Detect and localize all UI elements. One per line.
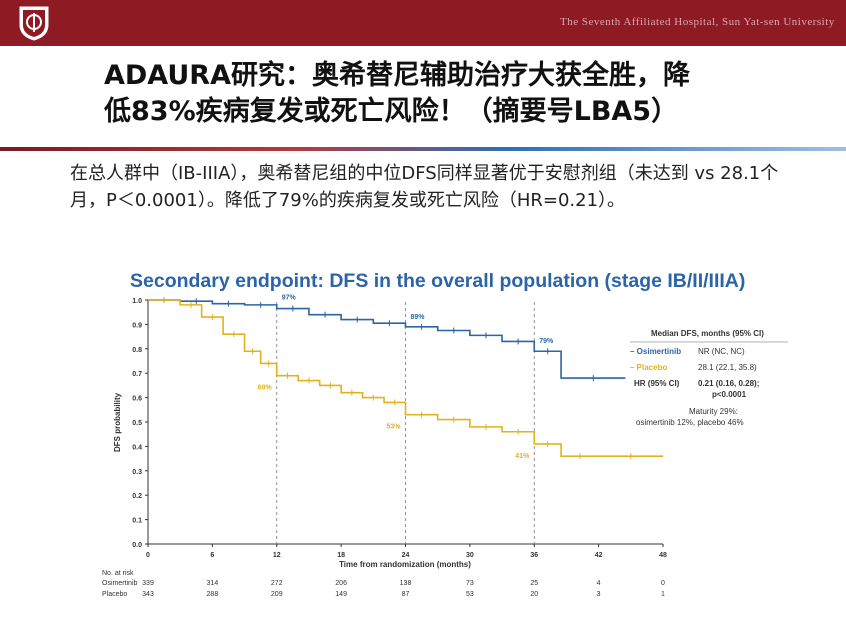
at-risk-label: No. at risk: [102, 570, 134, 577]
x-tick-label: 30: [466, 552, 474, 559]
x-axis-label: Time from randomization (months): [339, 560, 471, 569]
header-bar: The Seventh Affiliated Hospital, Sun Yat…: [0, 0, 846, 46]
at-risk-osimertinib-name: Osimertinib: [102, 580, 138, 587]
placebo-curve: [148, 299, 663, 457]
y-axis: 0.0 0.1 0.2 0.3 0.4 0.5 0.6 0.7 0.8 0.9 1.0: [132, 298, 149, 549]
landmark-label: 41%: [515, 453, 530, 460]
landmark-labels: 97% 89% 79% 69% 53% 41%: [258, 294, 554, 460]
x-tick-label: 24: [402, 552, 410, 559]
slide-title-line2: 低83%疾病复发或死亡风险！（摘要号LBA5）: [104, 96, 679, 127]
at-risk-value: 206: [335, 580, 347, 587]
legend-header: Median DFS, months (95% CI): [651, 329, 764, 338]
x-tick-label: 12: [273, 552, 281, 559]
at-risk-value: 149: [335, 591, 347, 598]
survival-curves: [148, 297, 663, 460]
at-risk-value: 3: [597, 591, 601, 598]
y-tick-label: 0.5: [132, 420, 142, 427]
legend-maturity-line2: osimertinib 12%, placebo 46%: [636, 418, 744, 427]
y-tick-label: 0.3: [132, 469, 142, 476]
legend-osimertinib-name: – Osimertinib: [630, 347, 681, 356]
y-tick-label: 0.0: [132, 542, 142, 549]
at-risk-value: 138: [400, 580, 412, 587]
y-tick-label: 0.9: [132, 322, 142, 329]
osimertinib-curve: [148, 299, 626, 379]
x-tick-label: 18: [337, 552, 345, 559]
y-tick-label: 0.7: [132, 371, 142, 378]
at-risk-value: 343: [142, 591, 154, 598]
slide-title-line1: ADAURA研究：奥希替尼辅助治疗大获全胜，降: [104, 60, 690, 91]
legend-hr-label: HR (95% CI): [634, 379, 680, 388]
slide-title: ADAURA研究：奥希替尼辅助治疗大获全胜，降 低83%疾病复发或死亡风险！（摘…: [104, 58, 834, 130]
at-risk-value: 339: [142, 580, 154, 587]
slide-body-text: 在总人群中（IB-IIIA），奥希替尼组的中位DFS同样显著优于安慰剂组（未达到…: [70, 163, 779, 211]
legend-placebo-value: 28.1 (22.1, 35.8): [698, 363, 757, 372]
x-tick-label: 42: [595, 552, 603, 559]
title-divider: [0, 147, 846, 151]
chart-title: Secondary endpoint: DFS in the overall p…: [130, 270, 745, 292]
legend-maturity-line1: Maturity 29%:: [689, 407, 738, 416]
legend-placebo-name: – Placebo: [630, 363, 667, 372]
landmark-label: 89%: [410, 314, 425, 321]
at-risk-value: 53: [466, 591, 474, 598]
legend-osimertinib-value: NR (NC, NC): [698, 347, 745, 356]
at-risk-value: 87: [402, 591, 410, 598]
legend-hr-value-line2: p<0.0001: [712, 390, 747, 399]
y-tick-label: 0.2: [132, 493, 142, 500]
landmark-label: 53%: [386, 424, 401, 431]
at-risk-value: 1: [661, 591, 665, 598]
x-axis: 0 6 12 18 24 30 36 42 48: [146, 543, 667, 559]
landmark-label: 97%: [282, 294, 297, 301]
at-risk-value: 314: [207, 580, 219, 587]
at-risk-value: 0: [661, 580, 665, 587]
km-chart: Secondary endpoint: DFS in the overall p…: [102, 270, 788, 598]
at-risk-value: 288: [207, 591, 219, 598]
legend-box: Median DFS, months (95% CI) – Osimertini…: [630, 329, 788, 427]
x-tick-label: 0: [146, 552, 150, 559]
y-tick-label: 0.6: [132, 396, 142, 403]
y-tick-label: 1.0: [132, 298, 142, 305]
hospital-name: The Seventh Affiliated Hospital, Sun Yat…: [560, 16, 835, 28]
at-risk-value: 272: [271, 580, 283, 587]
y-tick-label: 0.4: [132, 444, 142, 451]
at-risk-value: 4: [597, 580, 601, 587]
legend-hr-value-line1: 0.21 (0.16, 0.28);: [698, 379, 759, 388]
at-risk-value: 20: [530, 591, 538, 598]
landmark-label: 69%: [258, 385, 273, 392]
x-tick-label: 36: [530, 552, 538, 559]
landmark-label: 79%: [539, 338, 554, 345]
y-tick-label: 0.1: [132, 518, 142, 525]
x-tick-label: 48: [659, 552, 667, 559]
landmark-lines: [276, 302, 535, 544]
y-tick-label: 0.8: [132, 347, 142, 354]
x-tick-label: 6: [210, 552, 214, 559]
at-risk-placebo-name: Placebo: [102, 591, 127, 598]
hospital-logo-icon: [19, 6, 49, 41]
at-risk-value: 25: [530, 580, 538, 587]
y-axis-label: DFS probability: [113, 392, 122, 452]
at-risk-table: No. at risk Osimertinib Placebo 339 314 27…: [102, 570, 665, 598]
at-risk-value: 73: [466, 580, 474, 587]
at-risk-value: 209: [271, 591, 283, 598]
